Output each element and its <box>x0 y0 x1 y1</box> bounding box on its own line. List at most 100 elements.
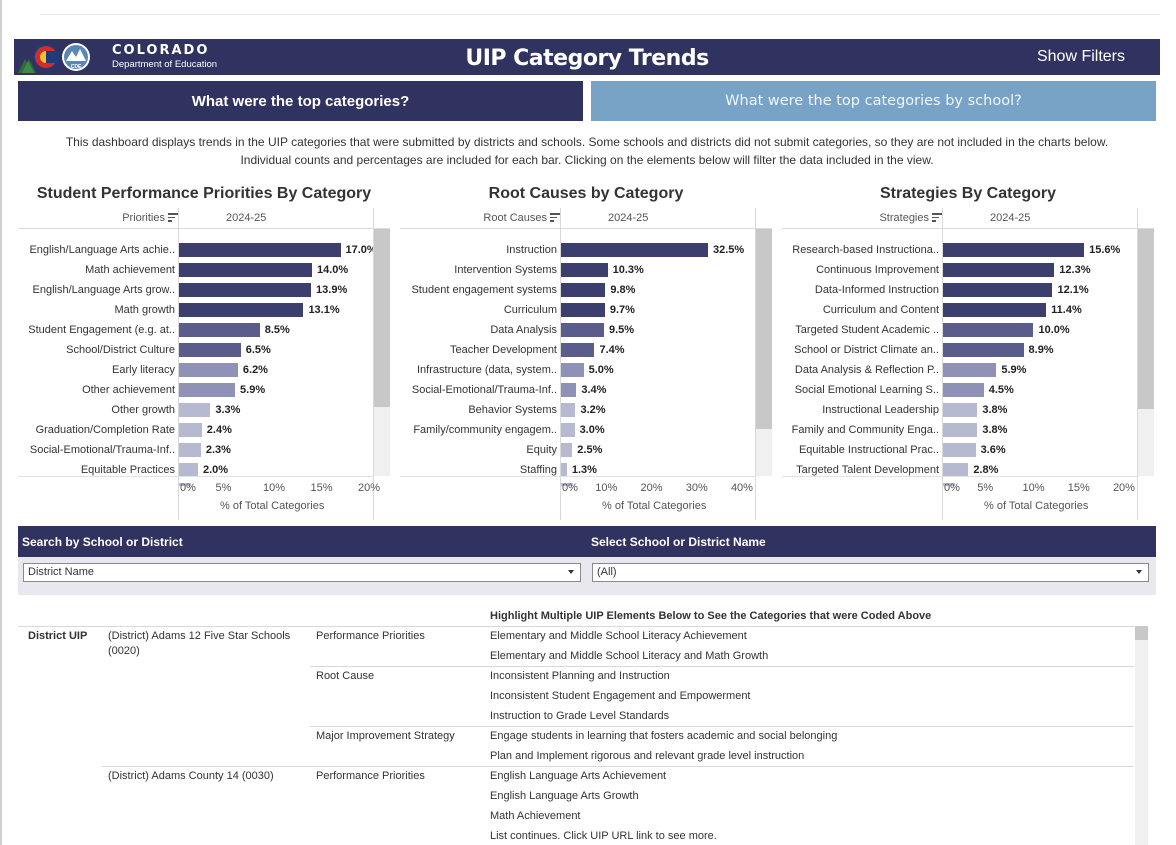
category-label[interactable]: Instructional Leadership <box>822 404 939 416</box>
bar[interactable] <box>179 323 260 337</box>
search-by-dropdown[interactable]: District Name <box>23 563 581 582</box>
bar[interactable] <box>561 343 595 357</box>
bar[interactable] <box>943 283 1053 297</box>
district-name-cell[interactable]: (District) Adams 12 Five Star Schools (0… <box>108 630 291 657</box>
bar[interactable] <box>179 463 198 477</box>
chart-scroll-thumb[interactable] <box>756 229 772 429</box>
category-label[interactable]: Curriculum <box>503 304 557 316</box>
category-label[interactable]: Curriculum and Content <box>822 304 939 316</box>
table-row[interactable]: Plan and Implement rigorous and relevant… <box>490 750 805 762</box>
category-label[interactable]: Social Emotional Learning S.. <box>794 384 939 396</box>
element-type-cell[interactable]: Root Cause <box>316 670 375 682</box>
category-label[interactable]: Social-Emotional/Trauma-Inf.. <box>29 444 175 456</box>
row-header[interactable]: Root Causes <box>480 212 560 224</box>
category-label[interactable]: Student Engagement (e.g. at.. <box>28 324 175 336</box>
bar[interactable] <box>943 403 978 417</box>
category-label[interactable]: Infrastructure (data, system.. <box>417 364 557 376</box>
table-row[interactable]: Elementary and Middle School Literacy Ac… <box>490 630 747 642</box>
bar[interactable] <box>179 343 241 357</box>
bar[interactable] <box>179 363 238 377</box>
sort-icon[interactable] <box>550 213 560 222</box>
bar[interactable] <box>943 323 1034 337</box>
tab-top-categories-by-school[interactable]: What were the top categories by school? <box>591 81 1156 121</box>
category-label[interactable]: Data Analysis & Reflection P.. <box>794 364 939 376</box>
bar[interactable] <box>561 283 606 297</box>
chart-scroll-thumb[interactable] <box>374 229 390 407</box>
category-label[interactable]: School/District Culture <box>66 344 175 356</box>
table-row[interactable]: English Language Arts Achievement <box>490 770 667 782</box>
category-label[interactable]: Teacher Development <box>449 344 557 356</box>
district-name-cell[interactable]: (District) Adams County 14 (0030) <box>108 770 274 782</box>
bar[interactable] <box>561 443 573 457</box>
bar[interactable] <box>561 243 709 257</box>
sort-icon[interactable] <box>168 213 178 222</box>
table-row[interactable]: English Language Arts Growth <box>490 790 639 802</box>
bar[interactable] <box>943 463 969 477</box>
bar[interactable] <box>561 383 577 397</box>
bar[interactable] <box>561 423 575 437</box>
category-label[interactable]: School or District Climate an.. <box>794 344 939 356</box>
bar[interactable] <box>561 363 584 377</box>
table-row[interactable]: Inconsistent Planning and Instruction <box>490 670 670 682</box>
row-header[interactable]: Strategies <box>862 212 942 224</box>
bar[interactable] <box>561 403 576 417</box>
bar[interactable] <box>179 243 341 257</box>
category-label[interactable]: Social-Emotional/Trauma-Inf.. <box>411 384 557 396</box>
element-type-cell[interactable]: Performance Priorities <box>316 770 425 782</box>
category-label[interactable]: Early literacy <box>112 364 175 376</box>
chart-scrollbar[interactable] <box>756 229 772 476</box>
category-label[interactable]: Targeted Student Academic .. <box>795 324 939 336</box>
bar[interactable] <box>943 243 1085 257</box>
category-label[interactable]: Graduation/Completion Rate <box>35 424 175 436</box>
sort-icon[interactable] <box>932 213 942 222</box>
chart-scrollbar[interactable] <box>374 229 390 476</box>
bar[interactable] <box>561 263 608 277</box>
table-scrollbar[interactable] <box>1135 626 1148 845</box>
table-row[interactable]: Elementary and Middle School Literacy an… <box>490 650 769 662</box>
bar[interactable] <box>179 443 201 457</box>
bar[interactable] <box>179 403 211 417</box>
chart-scrollbar[interactable] <box>1138 229 1154 476</box>
category-label[interactable]: Continuous Improvement <box>816 264 939 276</box>
bar[interactable] <box>179 303 304 317</box>
category-label[interactable]: Targeted Talent Development <box>796 464 939 476</box>
category-label[interactable]: Behavior Systems <box>468 404 557 416</box>
bar[interactable] <box>561 463 567 477</box>
bar[interactable] <box>943 383 984 397</box>
bar[interactable] <box>179 383 236 397</box>
category-label[interactable]: Other achievement <box>82 384 175 396</box>
category-label[interactable]: Research-based Instructiona.. <box>792 244 939 256</box>
bar[interactable] <box>943 443 976 457</box>
bar[interactable] <box>179 283 312 297</box>
category-label[interactable]: Math achievement <box>85 264 175 276</box>
bar[interactable] <box>943 423 978 437</box>
bar[interactable] <box>561 323 604 337</box>
bar[interactable] <box>179 423 202 437</box>
table-row[interactable]: Math Achievement <box>490 810 581 822</box>
table-row[interactable]: List continues. Click UIP URL link to se… <box>490 830 717 842</box>
category-label[interactable]: Intervention Systems <box>454 264 557 276</box>
category-label[interactable]: Math growth <box>114 304 175 316</box>
bar[interactable] <box>943 263 1055 277</box>
row-header[interactable]: Priorities <box>98 212 178 224</box>
bar[interactable] <box>561 303 605 317</box>
category-label[interactable]: English/Language Arts grow.. <box>32 284 175 296</box>
bar[interactable] <box>943 303 1047 317</box>
table-scroll-thumb[interactable] <box>1135 626 1148 640</box>
category-label[interactable]: Family and Community Enga.. <box>791 424 939 436</box>
bar[interactable] <box>943 343 1024 357</box>
category-label[interactable]: Equitable Instructional Prac.. <box>798 444 939 456</box>
category-label[interactable]: Data-Informed Instruction <box>814 284 939 296</box>
category-label[interactable]: Instruction <box>506 244 557 256</box>
element-type-cell[interactable]: Major Improvement Strategy <box>316 730 455 742</box>
category-label[interactable]: Equity <box>526 444 557 456</box>
school-district-dropdown[interactable]: (All) <box>592 563 1149 582</box>
category-label[interactable]: Other growth <box>111 404 175 416</box>
category-label[interactable]: Staffing <box>519 464 557 476</box>
category-label[interactable]: Family/community engagem.. <box>413 424 557 436</box>
chart-scroll-thumb[interactable] <box>1138 229 1154 409</box>
category-label[interactable]: Data Analysis <box>490 324 557 336</box>
bar[interactable] <box>179 263 312 277</box>
show-filters-button[interactable]: Show Filters <box>1036 48 1125 65</box>
category-label[interactable]: English/Language Arts achie.. <box>29 244 175 256</box>
